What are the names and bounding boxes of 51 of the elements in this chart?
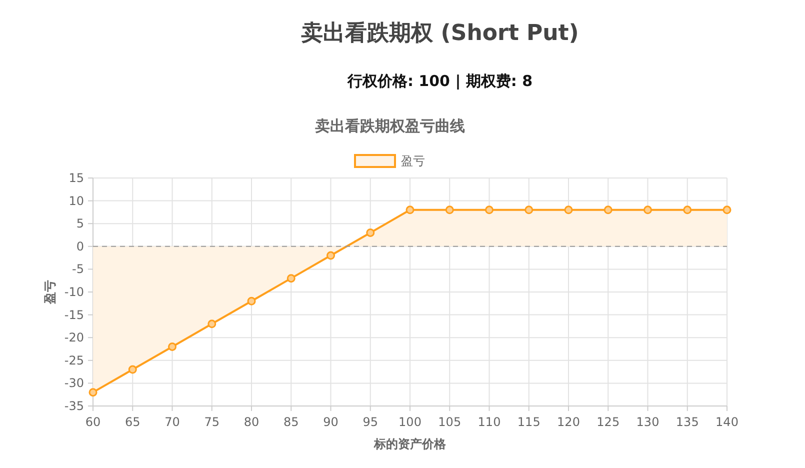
point — [604, 206, 612, 214]
x-tick-label: 65 — [124, 415, 140, 429]
x-tick-label: 140 — [716, 415, 738, 429]
point — [722, 206, 732, 214]
point — [644, 206, 652, 214]
x-tick-label: 105 — [438, 415, 462, 429]
x-tick-label: 95 — [362, 415, 378, 429]
y-tick-label: 0 — [76, 239, 84, 254]
y-tick-label: -30 — [64, 376, 84, 390]
point — [168, 342, 176, 351]
x-tick-label: 130 — [636, 415, 660, 429]
y-tick-label: -10 — [64, 285, 84, 299]
x-axis-title: 标的资产价格 — [373, 437, 447, 451]
point — [406, 206, 414, 214]
x-tick-label: 80 — [244, 415, 260, 429]
point — [524, 206, 534, 214]
x-tick-label: 120 — [557, 415, 580, 429]
x-tick-label: 75 — [204, 415, 220, 429]
text: 卖出看跌期权盈亏曲线 — [315, 117, 465, 135]
point — [326, 251, 335, 260]
y-tick-label: -35 — [64, 399, 84, 413]
x-tick-label: 60 — [85, 415, 101, 429]
y-tick-label: -15 — [64, 308, 84, 322]
chart-subtitle: 行权价格: 100 | 期权费: 8 — [346, 72, 533, 90]
point — [366, 228, 375, 237]
point — [128, 365, 137, 374]
point — [247, 296, 256, 306]
point — [445, 206, 454, 214]
x-tick-label: 110 — [478, 415, 501, 429]
x-tick-label: 135 — [676, 415, 699, 429]
y-axis-title: 盈亏 — [43, 280, 57, 305]
legend-label: 盈亏 — [401, 154, 425, 168]
x-tick-label: 90 — [323, 415, 338, 429]
point — [208, 320, 216, 328]
point — [88, 388, 98, 397]
x-tick-label: 70 — [164, 415, 180, 429]
x-tick-label: 85 — [283, 415, 299, 429]
x-tick-label: 115 — [517, 415, 540, 429]
x-tick-label: 125 — [596, 415, 620, 429]
point — [683, 206, 692, 214]
x-tick-label: 100 — [398, 415, 422, 429]
y-tick-label: 5 — [76, 216, 84, 231]
chart-title: 卖出看跌期权 (Short Put) — [301, 21, 579, 46]
y-tick-label: -25 — [64, 353, 84, 368]
y-tick-label: 10 — [68, 194, 84, 208]
point — [564, 206, 573, 214]
point — [485, 206, 494, 214]
y-tick-label: 15 — [68, 171, 84, 185]
point — [286, 274, 296, 283]
y-tick-label: -20 — [64, 330, 84, 345]
y-tick-label: -5 — [72, 262, 84, 276]
